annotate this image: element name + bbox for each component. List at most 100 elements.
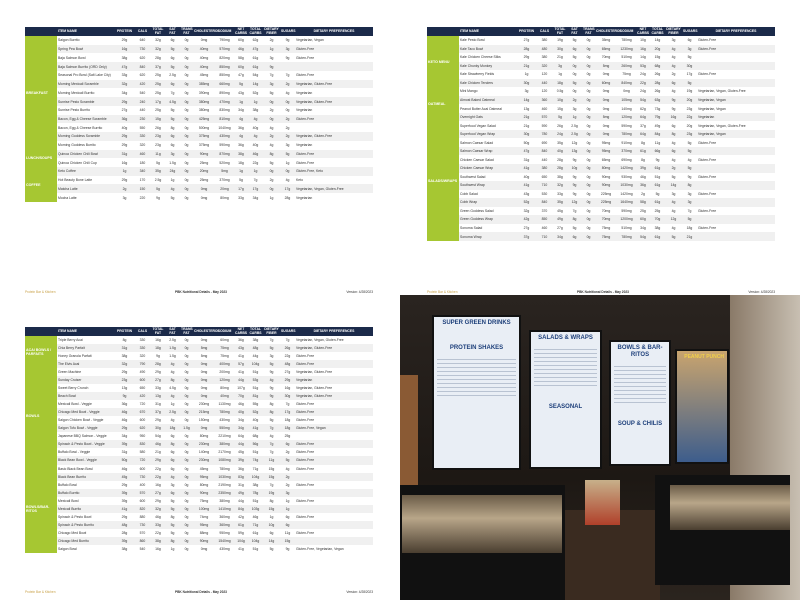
cell-dietary-preferences xyxy=(295,123,373,132)
cell-trans-fat: 0g xyxy=(184,466,189,471)
cell-dietary-preferences: Gluten-Free xyxy=(296,160,315,165)
cell-cals: 620 xyxy=(139,55,146,60)
cell-protein: 31g xyxy=(115,344,134,353)
cell-sodium: 105mg xyxy=(617,95,636,105)
nutrition-table: ITEM NAME PROTEIN CALS TOTAL FAT SAT FAT TRAN… xyxy=(25,327,373,553)
cell-cholesterol: 0mg xyxy=(602,89,610,94)
cell-sat-fat: 2g xyxy=(567,95,582,105)
nutrition-table: ITEM NAME PROTEIN CALS TOTAL FAT SAT FAT TRAN… xyxy=(427,27,775,241)
cell-sugars: 5g xyxy=(682,215,697,224)
cell-total-fat: 9g xyxy=(156,354,160,359)
cell-trans-fat: 0g xyxy=(180,167,193,176)
cell-total-carbs: 79g xyxy=(650,112,665,122)
page-footer: Protein Bar & Kitchen PBK Nutritional Det… xyxy=(427,290,775,294)
footer-version: Version: 4/28/2023 xyxy=(748,290,775,294)
cell-trans-fat: 0g xyxy=(180,44,193,54)
cell-total-fat: 19g xyxy=(557,38,563,43)
nutrition-page-2: ITEM NAME PROTEIN CALS TOTAL FAT SAT FAT TRAN… xyxy=(402,0,800,300)
cell-sat-fat: 2.5g xyxy=(571,123,578,128)
cell-total-fat: 0.5g xyxy=(556,89,564,94)
cell-protein: 41g xyxy=(115,504,134,513)
cell-total-fat: 10g xyxy=(553,95,567,105)
category-header xyxy=(25,327,57,336)
cell-sugars: 18g xyxy=(280,424,295,433)
item-name: Chicken Caesar Wrap xyxy=(459,163,517,173)
cell-sat-fat: 5g xyxy=(572,38,577,43)
cell-net-carbs: 22g xyxy=(636,78,650,88)
cell-total-carbs: 56g xyxy=(248,440,263,449)
cell-sodium: 75mg xyxy=(220,354,229,359)
cell-total-fat: 27g xyxy=(557,225,563,230)
cell-cholesterol: 65mg xyxy=(601,157,611,162)
cell-protein: 23g xyxy=(115,376,134,385)
cell-cholesterol: 65mg xyxy=(595,44,617,54)
cell-cholesterol: 40mg xyxy=(193,62,215,71)
cell-total-fat: 5g xyxy=(151,184,165,194)
cell-dietary-fiber: 19g xyxy=(263,488,280,497)
cell-sodium: 1420mg xyxy=(620,191,633,196)
cell-dietary-preferences: Vegetarian, Vegan xyxy=(296,38,324,43)
cell-trans-fat: 0g xyxy=(180,536,193,545)
cell-net-carbs: 38g xyxy=(234,149,248,159)
cell-trans-fat: 0g xyxy=(184,370,189,375)
cell-sugars: 20g xyxy=(686,123,693,128)
cell-cholesterol: 380mg xyxy=(198,108,210,113)
cell-total-fat: 34g xyxy=(553,232,567,241)
cell-dietary-fiber: 16g xyxy=(665,112,682,122)
cell-total-carbs: 104g xyxy=(248,472,263,481)
cell-dietary-fiber: 5g xyxy=(263,344,280,353)
cell-sugars: 2g xyxy=(285,450,290,455)
column-header: TOTAL FAT xyxy=(151,326,165,336)
cell-cholesterol: 60mg xyxy=(595,78,617,88)
cell-sodium: 950mg xyxy=(219,530,230,535)
category-label: LUNCH/SOUPS xyxy=(25,149,57,168)
cell-total-fat: 32g xyxy=(151,504,165,513)
cell-trans-fat: 0g xyxy=(180,344,193,353)
cell-net-carbs: 107g xyxy=(237,386,245,391)
cell-total-carbs: 26g xyxy=(654,89,661,94)
cell-cals: 340 xyxy=(134,167,151,176)
cell-cholesterol: 375mg xyxy=(193,132,215,141)
cell-sugars xyxy=(280,62,295,71)
cell-cals: 710 xyxy=(536,232,553,241)
table-row: Kale Strawberry Fields 1g 120 1g 0g 0g 0mg 75mg… xyxy=(427,70,775,79)
item-name: Kale Strawberry Fields xyxy=(460,72,495,77)
cell-cholesterol: 90mg xyxy=(193,149,215,159)
cell-cals: 230 xyxy=(134,114,151,124)
cell-cals: 650 xyxy=(139,386,146,391)
cell-cals: 420 xyxy=(134,79,151,89)
cell-cals: 720 xyxy=(134,456,151,465)
cell-total-fat: 33g xyxy=(155,386,161,391)
cell-sodium: 120mg xyxy=(215,376,234,385)
cell-sodium: 80mg xyxy=(220,195,229,200)
column-header: TRANS FAT xyxy=(582,26,595,36)
cell-total-fat: 26g xyxy=(155,125,161,130)
item-name: Spring Pea Bowl xyxy=(57,44,115,54)
cell-total-fat: 54g xyxy=(155,434,161,439)
item-name: Keto Coffee xyxy=(57,167,115,176)
cell-cholesterol: 385mg xyxy=(193,79,215,89)
cell-total-fat: 18g xyxy=(553,78,567,88)
cell-sodium: 930mg xyxy=(621,174,632,179)
cell-protein: 8g xyxy=(122,338,127,343)
cell-cholesterol: 80mg xyxy=(199,482,209,487)
category-header xyxy=(427,27,459,36)
cell-net-carbs: 42g xyxy=(238,514,244,519)
column-header: DIETARY FIBER xyxy=(665,26,682,36)
cell-net-carbs: 36g xyxy=(238,143,244,148)
cell-net-carbs: 58g xyxy=(238,55,244,60)
cell-dietary-preferences: Gluten-Free xyxy=(698,191,717,196)
cell-sugars: 3g xyxy=(280,44,295,54)
table-row: Baja Salmon Burrito (ORD Only) 47g 840 37g 5… xyxy=(25,62,373,71)
cell-sodium: 380mg xyxy=(219,498,230,503)
cell-dietary-fiber: 4g xyxy=(665,61,682,71)
item-name: Seasonal Pro Bowl (Salt Lake City) xyxy=(58,73,111,78)
cell-cholesterol: 500mg xyxy=(198,125,210,130)
column-header: SAT FAT xyxy=(165,327,180,336)
cell-trans-fat: 0g xyxy=(184,143,189,148)
cell-protein: 38g xyxy=(121,55,128,60)
table-row: Sonoma Salad 27g 460 27g 5g 0g 75mg 510mg 34g 38g… xyxy=(427,224,775,233)
cell-sat-fat: 0g xyxy=(572,89,577,94)
cell-net-carbs: 36g xyxy=(636,181,650,190)
column-header: CALS xyxy=(536,27,553,36)
